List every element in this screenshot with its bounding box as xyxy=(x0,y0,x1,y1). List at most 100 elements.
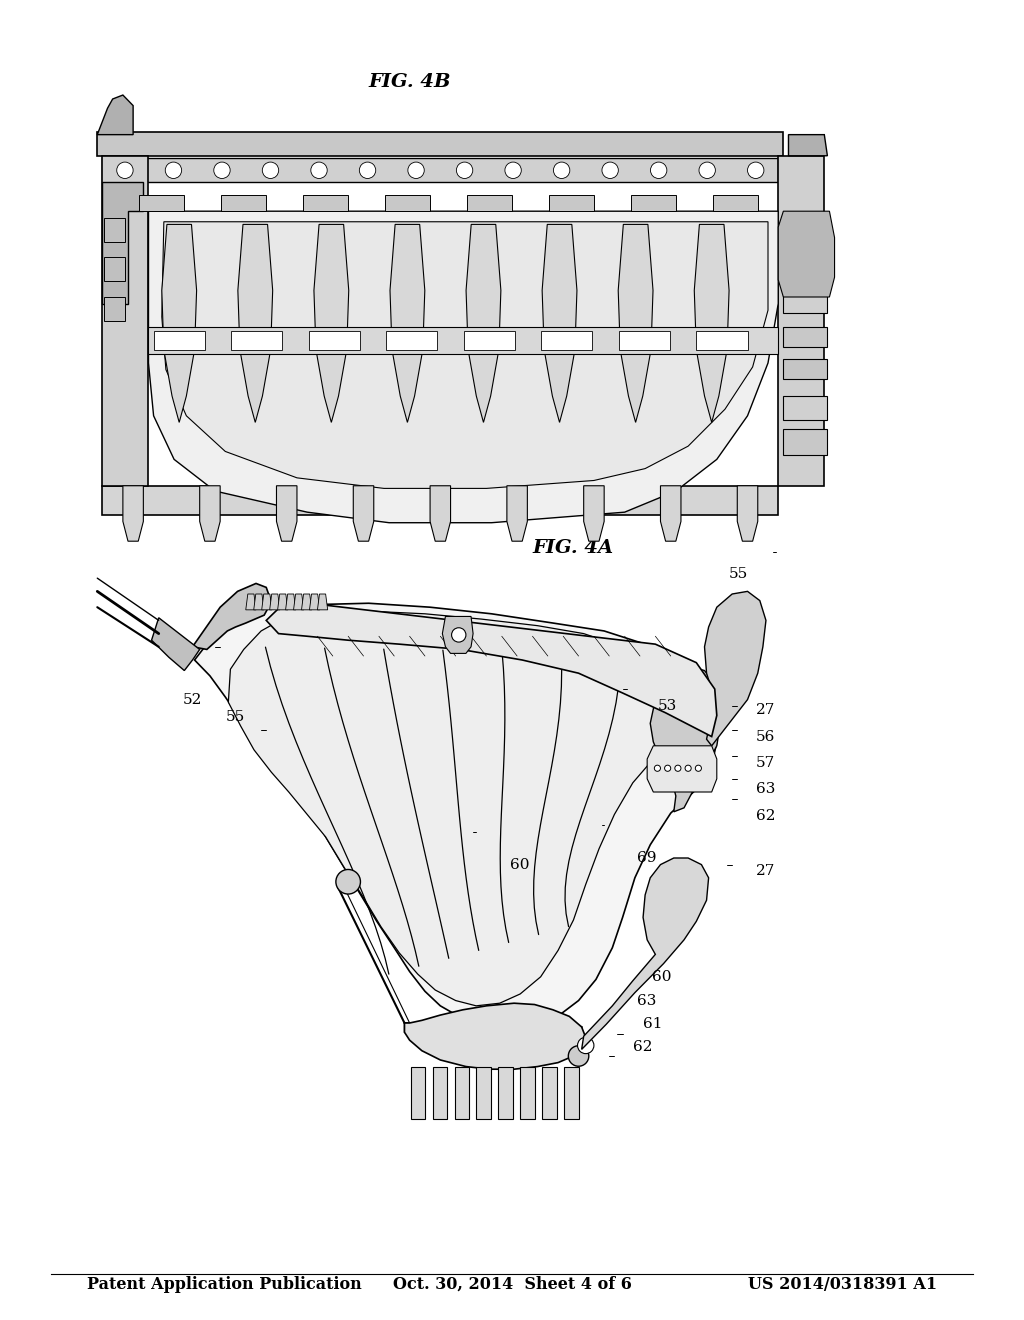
Circle shape xyxy=(650,162,667,178)
Polygon shape xyxy=(228,611,671,1006)
Polygon shape xyxy=(154,331,205,350)
Polygon shape xyxy=(97,95,133,135)
Polygon shape xyxy=(262,594,272,610)
Circle shape xyxy=(359,162,376,178)
Polygon shape xyxy=(694,224,729,422)
Circle shape xyxy=(262,162,279,178)
Circle shape xyxy=(699,162,716,178)
Polygon shape xyxy=(246,594,256,610)
Text: 52: 52 xyxy=(182,693,202,706)
Polygon shape xyxy=(647,746,717,792)
Polygon shape xyxy=(104,297,125,321)
Polygon shape xyxy=(97,132,783,156)
Text: 69: 69 xyxy=(637,851,656,865)
Polygon shape xyxy=(266,601,717,737)
Polygon shape xyxy=(783,327,827,347)
Text: 62: 62 xyxy=(756,809,775,822)
Text: FIG. 4A: FIG. 4A xyxy=(532,539,614,557)
Polygon shape xyxy=(618,331,670,350)
Polygon shape xyxy=(102,486,778,515)
Text: FIG. 4B: FIG. 4B xyxy=(369,73,451,91)
Circle shape xyxy=(568,1045,589,1067)
Polygon shape xyxy=(783,293,827,313)
Polygon shape xyxy=(631,195,676,211)
Polygon shape xyxy=(650,667,722,812)
Polygon shape xyxy=(385,195,430,211)
Polygon shape xyxy=(390,224,425,422)
Text: 63: 63 xyxy=(756,783,775,796)
Text: 55: 55 xyxy=(225,710,245,723)
Circle shape xyxy=(165,162,181,178)
Polygon shape xyxy=(231,331,283,350)
Circle shape xyxy=(675,766,681,771)
Polygon shape xyxy=(104,257,125,281)
Polygon shape xyxy=(314,224,349,422)
Circle shape xyxy=(336,870,360,894)
Polygon shape xyxy=(269,594,280,610)
Polygon shape xyxy=(582,858,709,1049)
Text: 53: 53 xyxy=(657,700,677,713)
Polygon shape xyxy=(442,616,473,653)
Polygon shape xyxy=(254,594,264,610)
Text: 57: 57 xyxy=(756,756,775,770)
Circle shape xyxy=(452,628,466,642)
Polygon shape xyxy=(476,1067,490,1119)
Polygon shape xyxy=(102,182,143,304)
Polygon shape xyxy=(162,222,768,488)
Text: 27: 27 xyxy=(756,704,775,717)
Polygon shape xyxy=(148,327,778,354)
Polygon shape xyxy=(788,135,827,156)
Polygon shape xyxy=(466,224,501,422)
Text: 60: 60 xyxy=(652,970,672,983)
Polygon shape xyxy=(783,359,827,379)
Polygon shape xyxy=(317,594,328,610)
Polygon shape xyxy=(195,603,717,1027)
Polygon shape xyxy=(783,396,827,420)
Polygon shape xyxy=(713,195,758,211)
Circle shape xyxy=(654,766,660,771)
Polygon shape xyxy=(618,224,653,422)
Polygon shape xyxy=(542,224,577,422)
Polygon shape xyxy=(520,1067,535,1119)
Polygon shape xyxy=(660,486,681,541)
Text: US 2014/0318391 A1: US 2014/0318391 A1 xyxy=(748,1276,937,1292)
Polygon shape xyxy=(200,486,220,541)
Polygon shape xyxy=(294,594,304,610)
Polygon shape xyxy=(507,486,527,541)
Polygon shape xyxy=(455,1067,469,1119)
Text: 62: 62 xyxy=(633,1040,652,1053)
Polygon shape xyxy=(778,211,835,297)
Polygon shape xyxy=(499,1067,513,1119)
Polygon shape xyxy=(102,158,778,182)
Polygon shape xyxy=(696,331,748,350)
Polygon shape xyxy=(353,486,374,541)
Polygon shape xyxy=(464,331,515,350)
Polygon shape xyxy=(778,156,824,486)
Polygon shape xyxy=(308,331,359,350)
Circle shape xyxy=(685,766,691,771)
Polygon shape xyxy=(303,195,348,211)
Circle shape xyxy=(214,162,230,178)
Polygon shape xyxy=(783,429,827,455)
Circle shape xyxy=(117,162,133,178)
Text: 55: 55 xyxy=(729,568,749,581)
Polygon shape xyxy=(123,486,143,541)
Polygon shape xyxy=(584,486,604,541)
Text: 60: 60 xyxy=(510,858,529,871)
Circle shape xyxy=(602,162,618,178)
Circle shape xyxy=(665,766,671,771)
Circle shape xyxy=(311,162,328,178)
Polygon shape xyxy=(309,594,319,610)
Polygon shape xyxy=(543,1067,557,1119)
Polygon shape xyxy=(564,1067,579,1119)
Polygon shape xyxy=(152,618,200,671)
Text: Oct. 30, 2014  Sheet 4 of 6: Oct. 30, 2014 Sheet 4 of 6 xyxy=(392,1276,632,1292)
Polygon shape xyxy=(432,1067,446,1119)
Polygon shape xyxy=(430,486,451,541)
Circle shape xyxy=(505,162,521,178)
Circle shape xyxy=(408,162,424,178)
Polygon shape xyxy=(705,591,766,746)
Text: 56: 56 xyxy=(756,730,775,743)
Circle shape xyxy=(457,162,473,178)
Text: 27: 27 xyxy=(756,865,775,878)
